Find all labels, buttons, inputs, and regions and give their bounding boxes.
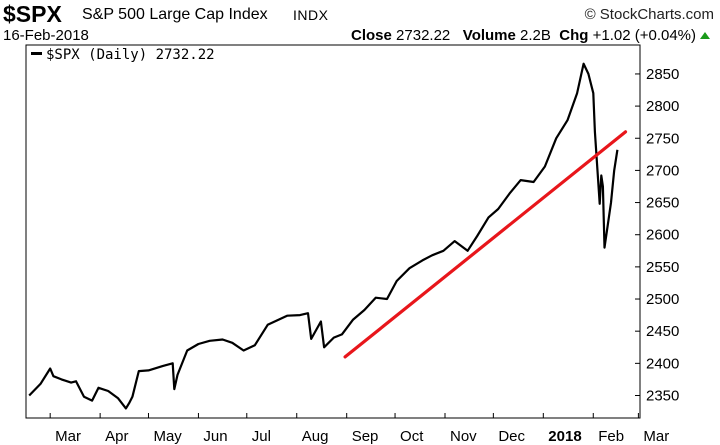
y-tick-labels: 2350 2400 2450 2500 2550 2600 2650 2700 2750 2800…: [646, 66, 679, 405]
x-tick-label: Oct: [400, 428, 424, 445]
y-tick-label: 2450: [646, 323, 679, 340]
x-tick-labels: Mar Apr May Jun Jul Aug Sep Oct Nov Dec 2018 Feb Mar: [55, 428, 669, 445]
up-arrow-icon: [700, 32, 710, 39]
y-tick-label: 2650: [646, 195, 679, 212]
price-line: [28, 62, 619, 410]
y-tick-label: 2550: [646, 259, 679, 276]
x-tick-label: Apr: [105, 428, 128, 445]
legend-swatch: [31, 52, 42, 55]
trend-line: [343, 130, 628, 359]
y-tick-label: 2800: [646, 98, 679, 115]
x-tick-label: Nov: [450, 428, 477, 445]
x-tick-label: Mar: [55, 428, 81, 445]
y-tick-label: 2500: [646, 291, 679, 308]
x-tick-label: Sep: [352, 428, 379, 445]
x-tick-label: Aug: [302, 428, 329, 445]
plot-frame: [25, 44, 641, 419]
x-tick-marks: [49, 413, 639, 418]
chart-header: $SPX S&P 500 Large Cap Index INDX © Stoc…: [0, 0, 720, 50]
y-tick-label: 2750: [646, 130, 679, 147]
legend-label: $SPX (Daily) 2732.22: [46, 47, 215, 63]
exchange-label: INDX: [293, 7, 329, 23]
index-name: S&P 500 Large Cap Index: [82, 6, 268, 23]
x-tick-label: Feb: [598, 428, 624, 445]
source-credit[interactable]: © StockCharts.com: [584, 6, 714, 23]
chart-date: 16-Feb-2018: [3, 27, 89, 44]
x-tick-label: 2018: [548, 428, 581, 445]
x-tick-label: Mar: [643, 428, 669, 445]
y-tick-label: 2400: [646, 355, 679, 372]
x-tick-label: Jun: [203, 428, 227, 445]
x-tick-label: May: [153, 428, 182, 445]
close-value: 2732.22: [396, 27, 451, 44]
quote-stats: Close 2732.22 Volume 2.2B Chg +1.02 (+0.…: [351, 27, 710, 44]
x-tick-label: Jul: [252, 428, 271, 445]
series-group: [28, 62, 628, 410]
chg-label: Chg: [559, 27, 589, 44]
volume-label: Volume: [462, 27, 516, 44]
y-tick-label: 2850: [646, 66, 679, 83]
chg-value: +1.02 (+0.04%): [592, 27, 696, 44]
close-label: Close: [351, 27, 392, 44]
volume-value: 2.2B: [520, 27, 551, 44]
y-tick-label: 2350: [646, 387, 679, 404]
chart-legend: $SPX (Daily) 2732.22: [31, 47, 215, 63]
y-tick-marks: [635, 73, 640, 396]
y-tick-label: 2600: [646, 227, 679, 244]
y-tick-label: 2700: [646, 162, 679, 179]
ticker-symbol: $SPX: [3, 1, 62, 27]
x-tick-label: Dec: [498, 428, 525, 445]
